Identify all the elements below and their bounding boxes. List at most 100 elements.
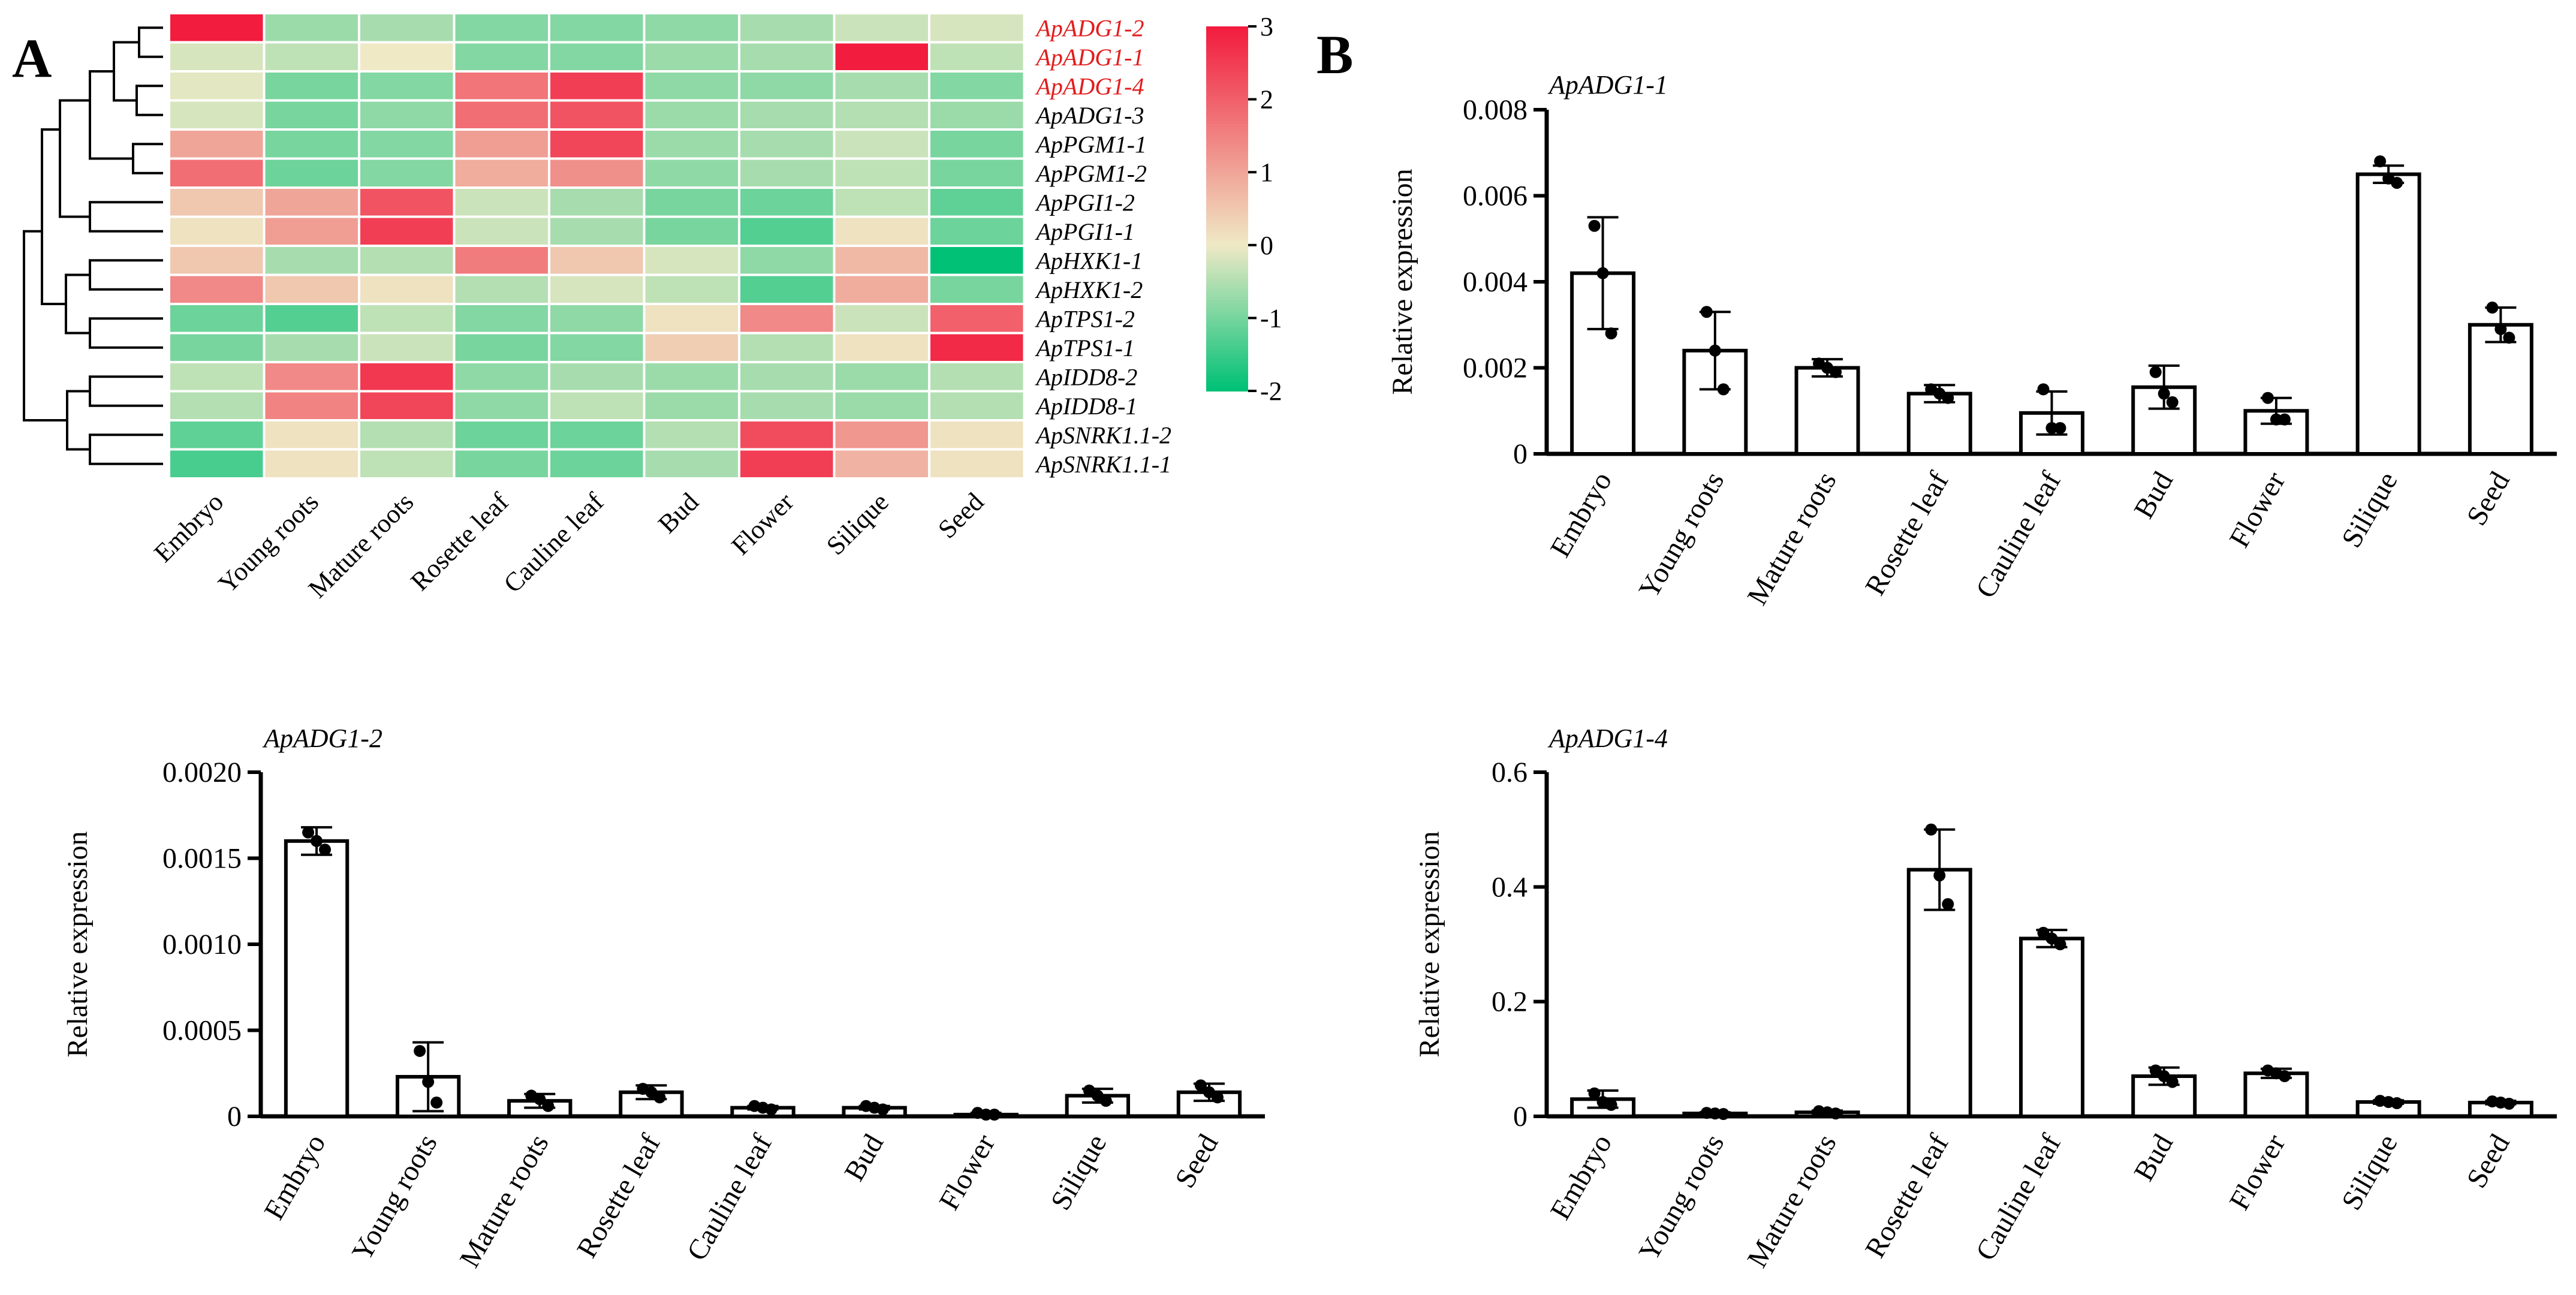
- apadg1-2-x-tick-label-young-roots: Young roots: [346, 1129, 444, 1266]
- dendrogram-branch: [66, 390, 90, 451]
- apadg1-2-point-seed: [1194, 1079, 1207, 1092]
- colorbar-segment: [1206, 327, 1248, 331]
- colorbar-segment: [1206, 309, 1248, 313]
- colorbar-segment: [1206, 121, 1248, 125]
- heatmap-cell-aptps1-1-young-roots: [263, 332, 360, 363]
- heatmap-cell-appgm1-1-young-roots: [263, 128, 360, 160]
- apadg1-1-bar-mature-roots: [1794, 366, 1860, 456]
- heatmap-row-label-apsnrk1-1-2: ApSNRK1.1-2: [1035, 421, 1172, 448]
- heatmap-cell-appgm1-1-bud: [643, 128, 740, 160]
- colorbar-segment: [1206, 96, 1248, 100]
- apadg1-4-point-cauline-leaf: [2045, 932, 2058, 945]
- apadg1-2-point-bud: [876, 1103, 889, 1116]
- colorbar-segment: [1206, 330, 1248, 334]
- apadg1-1-x-tick-label-flower: Flower: [2224, 466, 2292, 553]
- heatmap-cell-apsnrk1-1-1-flower: [738, 448, 836, 480]
- colorbar-segment: [1206, 387, 1248, 391]
- heatmap-row-label-appgm1-2: ApPGM1-2: [1035, 160, 1147, 187]
- apadg1-1-y-axis-label: Relative expression: [1387, 168, 1418, 394]
- colorbar-segment: [1206, 224, 1248, 228]
- apadg1-1-x-tick-label-bud: Bud: [2128, 466, 2179, 524]
- apadg1-4-point-rosette-leaf: [1933, 869, 1946, 882]
- colorbar-segment: [1206, 221, 1248, 225]
- dendrogram-branch: [41, 128, 66, 305]
- colorbar-segment: [1206, 159, 1248, 164]
- apadg1-1-y-tick-label: 0: [1513, 438, 1527, 470]
- colorbar-segment: [1206, 375, 1248, 380]
- heatmap-cell-appgm1-2-young-roots: [263, 157, 360, 189]
- apadg1-4-point-young-roots: [1717, 1108, 1730, 1121]
- colorbar-segment: [1206, 233, 1248, 237]
- colorbar-segment: [1206, 372, 1248, 377]
- heatmap-cell-apsnrk1-1-2-seed: [928, 419, 1026, 451]
- colorbar-segment: [1206, 32, 1248, 37]
- apadg1-2-point-seed: [1211, 1091, 1224, 1104]
- apadg1-4-x-tick-label-rosette-leaf: Rosette leaf: [1859, 1129, 1955, 1263]
- heatmap-cell-apadg1-2-cauline-leaf: [548, 12, 646, 44]
- heatmap-cell-apidd8-1-cauline-leaf: [548, 390, 646, 421]
- heatmap-cell-aptps1-2-mature-roots: [358, 303, 456, 335]
- apadg1-1-point-bud: [2149, 366, 2162, 378]
- apadg1-2-point-young-roots: [422, 1076, 435, 1088]
- colorbar-segment: [1206, 47, 1248, 52]
- apadg1-4-point-mature-roots: [1830, 1107, 1842, 1120]
- colorbar-segment: [1206, 245, 1248, 249]
- colorbar-segment: [1206, 384, 1248, 389]
- colorbar-segment: [1206, 209, 1248, 213]
- colorbar-segment: [1206, 318, 1248, 322]
- colorbar-tick-label: 0: [1260, 231, 1273, 260]
- colorbar-segment: [1206, 111, 1248, 115]
- colorbar-segment: [1206, 178, 1248, 182]
- apadg1-2-title: ApADG1-2: [262, 724, 382, 753]
- colorbar-segment: [1206, 215, 1248, 219]
- heatmap-cell-appgi1-1-rosette-leaf: [453, 215, 550, 247]
- heatmap-cell-apsnrk1-1-1-embryo: [168, 448, 266, 480]
- heatmap-cell-aphxk1-1-young-roots: [263, 245, 360, 276]
- colorbar-segment: [1206, 236, 1248, 240]
- heatmap-cell-apidd8-1-bud: [643, 390, 740, 421]
- colorbar-segment: [1206, 345, 1248, 350]
- apadg1-2-point-cauline-leaf: [765, 1103, 778, 1116]
- heatmap-cell-appgi1-1-embryo: [168, 215, 266, 247]
- colorbar-segment: [1206, 144, 1248, 149]
- heatmap-row-label-aphxk1-2: ApHXK1-2: [1035, 276, 1143, 303]
- colorbar-segment: [1206, 312, 1248, 316]
- heatmap-cell-appgm1-2-bud: [643, 157, 740, 189]
- heatmap-cell-appgi1-2-young-roots: [263, 186, 360, 218]
- apadg1-4-bar-flower: [2243, 1071, 2309, 1118]
- heatmap-cell-aptps1-2-embryo: [168, 303, 266, 335]
- heatmap-cell-aptps1-2-young-roots: [263, 303, 360, 335]
- heatmap-colorbar: 3 2 1 0 -1 -2: [1206, 12, 1282, 406]
- heatmap-cell-apadg1-3-flower: [738, 99, 836, 131]
- heatmap-row-label-appgi1-2: ApPGI1-2: [1035, 189, 1135, 216]
- colorbar-segment: [1206, 127, 1248, 131]
- apadg1-2-x-tick-label-mature-roots: Mature roots: [454, 1129, 555, 1273]
- apadg1-1-point-flower: [2270, 413, 2282, 426]
- colorbar-segment: [1206, 287, 1248, 291]
- colorbar-segment: [1206, 130, 1248, 134]
- heatmap-cell-appgm1-2-mature-roots: [358, 157, 456, 189]
- heatmap-row-label-aptps1-2: ApTPS1-2: [1035, 305, 1135, 332]
- apadg1-1-point-seed: [2494, 323, 2507, 335]
- heatmap-cell-apadg1-1-silique: [833, 41, 930, 73]
- heatmap-cell-aptps1-1-rosette-leaf: [453, 332, 550, 363]
- dendrogram-branch: [138, 26, 163, 58]
- apadg1-1-point-young-roots: [1717, 383, 1730, 396]
- colorbar-segment: [1206, 124, 1248, 128]
- apadg1-2-y-tick-label: 0.0020: [162, 757, 242, 788]
- heatmap-cell-apadg1-1-mature-roots: [358, 41, 456, 73]
- colorbar-segment: [1206, 272, 1248, 276]
- apadg1-4-point-seed: [2503, 1097, 2515, 1110]
- heatmap-cell-appgi1-2-cauline-leaf: [548, 186, 646, 218]
- dendrogram-branch: [23, 230, 67, 421]
- heatmap-cell-aphxk1-2-mature-roots: [358, 273, 456, 305]
- apadg1-4-x-tick-label-seed: Seed: [2460, 1129, 2516, 1193]
- heatmap-cell-aptps1-1-embryo: [168, 332, 266, 363]
- colorbar-segment: [1206, 184, 1248, 188]
- colorbar-segment: [1206, 53, 1248, 58]
- colorbar-segment: [1206, 381, 1248, 386]
- colorbar-segment: [1206, 150, 1248, 155]
- colorbar-segment: [1206, 315, 1248, 319]
- heatmap-row-label-aphxk1-1: ApHXK1-1: [1035, 247, 1143, 274]
- dendrogram-branch: [59, 99, 90, 218]
